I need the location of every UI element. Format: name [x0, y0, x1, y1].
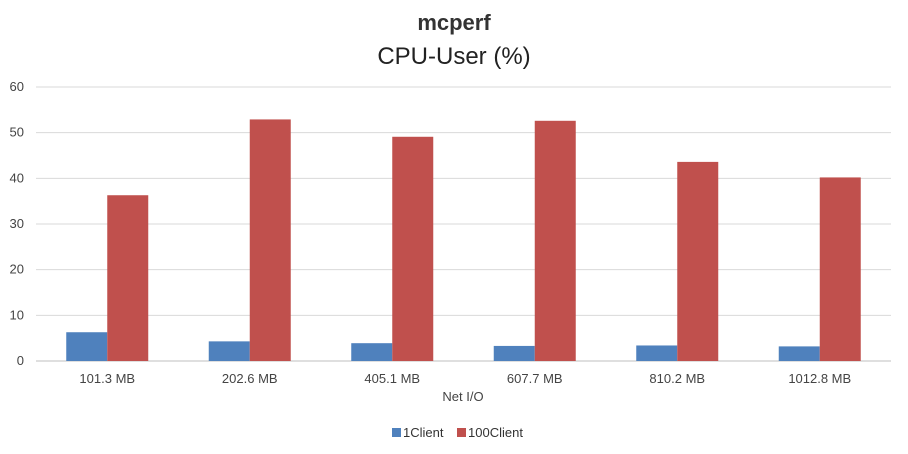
x-tick-label: 101.3 MB — [79, 371, 135, 386]
bar-100client — [534, 120, 576, 361]
x-tick-label: 1012.8 MB — [788, 371, 851, 386]
legend-label-1client: 1Client — [403, 425, 444, 440]
gridlines — [36, 86, 891, 362]
bar-100client — [677, 161, 719, 361]
x-axis-ticks: 101.3 MB 202.6 MB 405.1 MB 607.7 MB 810.2 MB… — [79, 371, 851, 386]
bar-1client — [493, 345, 535, 361]
bar-1client — [636, 345, 678, 361]
bar-100client — [107, 195, 149, 361]
legend-label-100client: 100Client — [468, 425, 523, 440]
chart-subtitle: CPU-User (%) — [377, 43, 530, 70]
y-tick-label: 20 — [10, 262, 24, 277]
x-tick-label: 810.2 MB — [649, 371, 705, 386]
legend-swatch-100client — [457, 428, 466, 437]
x-axis-label: Net I/O — [442, 389, 483, 404]
y-tick-label: 30 — [10, 216, 24, 231]
y-tick-label: 40 — [10, 170, 24, 185]
bar-1client — [66, 332, 108, 361]
x-tick-label: 405.1 MB — [364, 371, 420, 386]
x-tick-label: 202.6 MB — [222, 371, 278, 386]
legend: 1Client 100Client — [392, 425, 523, 440]
bar-100client — [819, 177, 861, 361]
bar-100client — [392, 136, 434, 361]
y-tick-label: 50 — [10, 125, 24, 140]
y-tick-label: 0 — [17, 353, 24, 368]
bar-1client — [778, 346, 820, 361]
y-tick-label: 10 — [10, 307, 24, 322]
y-axis-ticks: 0 10 20 30 40 50 60 — [10, 79, 24, 368]
bar-1client — [208, 341, 250, 361]
bar-100client — [249, 119, 291, 361]
legend-swatch-1client — [392, 428, 401, 437]
y-tick-label: 60 — [10, 79, 24, 94]
x-tick-label: 607.7 MB — [507, 371, 563, 386]
bar-1client — [351, 343, 393, 361]
bars — [66, 119, 861, 361]
chart-title: mcperf — [417, 10, 491, 35]
